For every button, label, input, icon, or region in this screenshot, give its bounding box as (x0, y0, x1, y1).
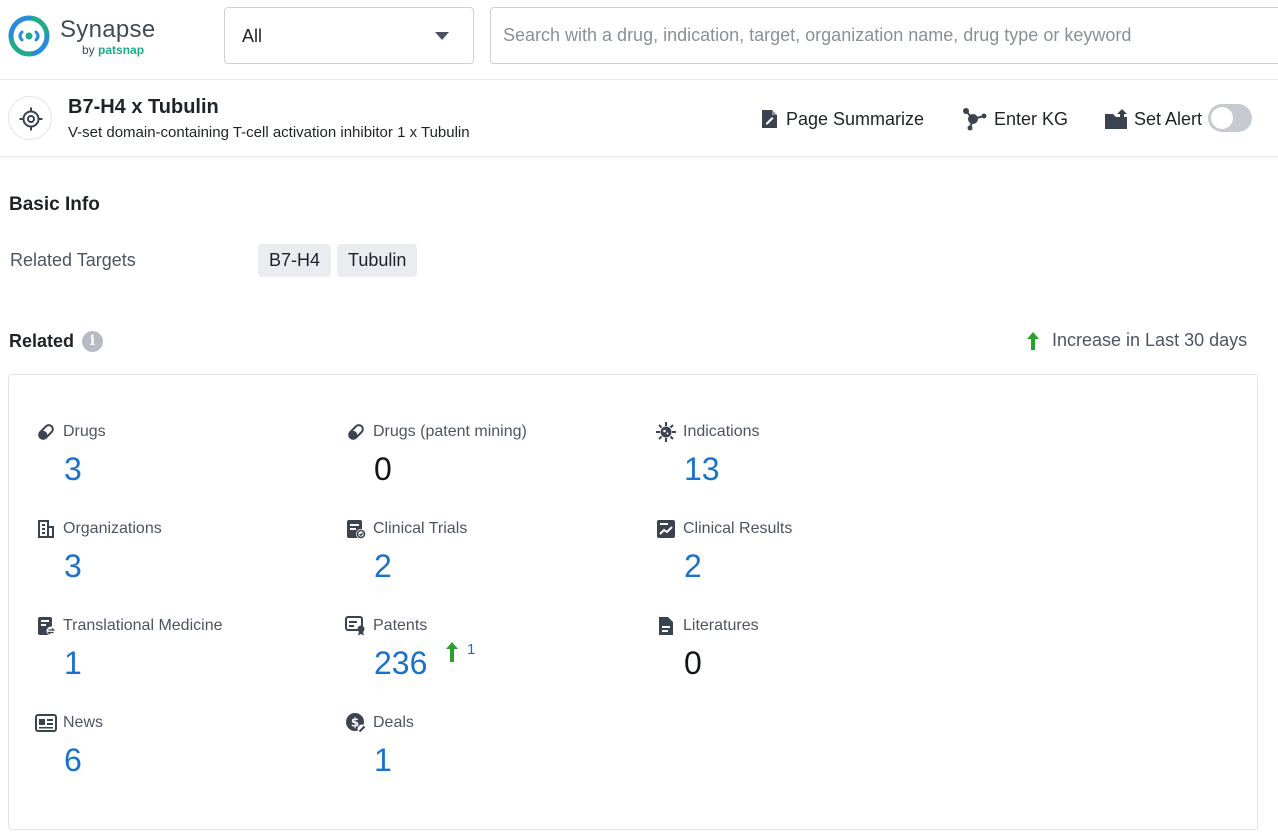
target-badge (8, 96, 52, 140)
brand-by-name: patsnap (98, 43, 144, 57)
stat-value[interactable]: 3 (64, 548, 82, 585)
virus-icon (655, 421, 677, 443)
arrow-up-icon (445, 641, 459, 663)
page-summarize-button[interactable]: Page Summarize (758, 106, 924, 132)
stat-label: Clinical Trials (373, 520, 467, 538)
stat-value[interactable]: 1 (64, 645, 82, 682)
patents-increase-count: 1 (467, 641, 475, 658)
stat-header: Patents (345, 615, 427, 637)
patent-icon (345, 615, 367, 637)
brand-name: Synapse (60, 16, 156, 44)
stat-deals[interactable]: $ Deals 1 (345, 712, 625, 792)
patents-increase[interactable]: 1 (445, 641, 475, 663)
stat-value[interactable]: 236 (374, 645, 427, 682)
page-header: B7-H4 x Tubulin V-set domain-containing … (0, 80, 1278, 157)
set-alert-button[interactable]: Set Alert (1104, 106, 1202, 132)
deal-icon: $ (345, 712, 367, 734)
stat-label: Deals (373, 714, 414, 732)
stat-header: Drugs (35, 421, 106, 443)
enter-kg-button[interactable]: Enter KG (962, 106, 1068, 132)
stat-organizations[interactable]: Organizations 3 (35, 518, 315, 598)
pill-icon (35, 421, 57, 443)
pill-icon (345, 421, 367, 443)
document-icon (655, 615, 677, 637)
stat-value: 0 (684, 645, 702, 682)
stat-header: Clinical Trials (345, 518, 467, 540)
stat-literatures[interactable]: Literatures 0 (655, 615, 935, 695)
stat-value[interactable]: 3 (64, 451, 82, 488)
synapse-logo-icon (8, 15, 50, 57)
stat-header: News (35, 712, 103, 734)
page-summarize-label: Page Summarize (786, 109, 924, 130)
stat-header: Indications (655, 421, 760, 443)
search-input[interactable] (490, 7, 1278, 64)
related-panel: Drugs 3 Drugs (patent mining) 0 (8, 374, 1258, 830)
stat-value[interactable]: 13 (684, 451, 720, 488)
toggle-knob (1211, 107, 1233, 129)
stat-label: Patents (373, 617, 427, 635)
stat-label: Organizations (63, 520, 162, 538)
brand-by-prefix: by (82, 43, 95, 57)
summarize-icon (758, 108, 780, 130)
stat-value[interactable]: 6 (64, 742, 82, 779)
basic-info-title: Basic Info (9, 194, 100, 216)
set-alert-toggle[interactable] (1208, 104, 1252, 132)
stat-header: Clinical Results (655, 518, 792, 540)
stat-header: Translational Medicine (35, 615, 222, 637)
stat-header: Drugs (patent mining) (345, 421, 527, 443)
stat-patents[interactable]: Patents 236 1 (345, 615, 625, 695)
translational-icon (35, 615, 57, 637)
related-targets-list: B7-H4 Tubulin (258, 244, 417, 277)
search-scope-select[interactable]: All (224, 7, 474, 64)
clinical-trial-icon (345, 518, 367, 540)
related-title: Related (9, 331, 74, 352)
stat-header: Literatures (655, 615, 759, 637)
stat-label: Drugs (63, 423, 106, 441)
chart-report-icon (655, 518, 677, 540)
search-scope-value: All (242, 26, 262, 47)
stat-label: News (63, 714, 103, 732)
stat-value[interactable]: 1 (374, 742, 392, 779)
info-icon[interactable]: i (82, 331, 103, 352)
stat-header: Organizations (35, 518, 162, 540)
related-targets-label: Related Targets (10, 250, 136, 271)
brand-byline: by patsnap (82, 43, 144, 57)
stat-drugs-patent-mining[interactable]: Drugs (patent mining) 0 (345, 421, 625, 501)
synapse-logo[interactable]: Synapse by patsnap (8, 12, 168, 62)
arrow-up-icon (1026, 331, 1040, 351)
stat-value[interactable]: 2 (374, 548, 392, 585)
knowledge-graph-icon (962, 107, 988, 131)
target-tag[interactable]: Tubulin (337, 244, 417, 277)
enter-kg-label: Enter KG (994, 109, 1068, 130)
stat-label: Literatures (683, 617, 759, 635)
increase-legend: Increase in Last 30 days (1026, 330, 1247, 351)
stat-value[interactable]: 2 (684, 548, 702, 585)
building-icon (35, 518, 57, 540)
news-icon (35, 712, 57, 734)
page-title: B7-H4 x Tubulin (68, 96, 219, 119)
set-alert-label: Set Alert (1134, 109, 1202, 130)
alert-icon (1104, 108, 1128, 130)
stat-drugs[interactable]: Drugs 3 (35, 421, 315, 501)
stat-indications[interactable]: Indications 13 (655, 421, 935, 501)
stat-label: Clinical Results (683, 520, 792, 538)
stat-value: 0 (374, 451, 392, 488)
stat-clinical-trials[interactable]: Clinical Trials 2 (345, 518, 625, 598)
stat-label: Drugs (patent mining) (373, 423, 527, 441)
top-bar: Synapse by patsnap All (0, 0, 1278, 80)
stat-news[interactable]: News 6 (35, 712, 315, 792)
stat-clinical-results[interactable]: Clinical Results 2 (655, 518, 935, 598)
stat-label: Translational Medicine (63, 617, 222, 635)
target-icon (19, 107, 43, 131)
target-tag[interactable]: B7-H4 (258, 244, 331, 277)
page-subtitle: V-set domain-containing T-cell activatio… (68, 124, 470, 141)
stat-translational-medicine[interactable]: Translational Medicine 1 (35, 615, 315, 695)
increase-legend-label: Increase in Last 30 days (1052, 330, 1247, 351)
chevron-down-icon (435, 32, 449, 40)
stat-label: Indications (683, 423, 760, 441)
stat-header: $ Deals (345, 712, 414, 734)
